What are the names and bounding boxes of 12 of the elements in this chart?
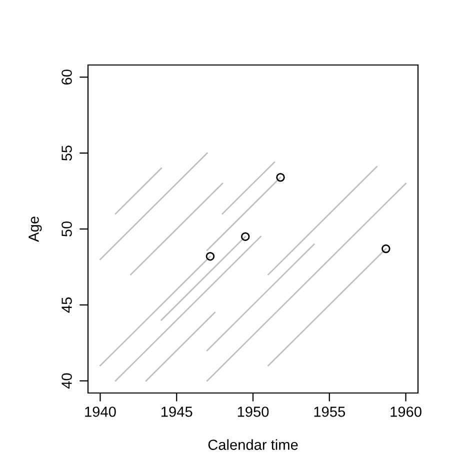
y-tick-label: 60 <box>62 70 72 85</box>
x-tick-label: 1950 <box>238 406 269 417</box>
y-tick-label: 55 <box>62 146 72 161</box>
y-axis-title: Age <box>28 216 42 242</box>
y-tick-label: 45 <box>62 297 72 313</box>
x-tick-label: 1955 <box>314 406 345 417</box>
x-tick-label: 1945 <box>162 406 192 417</box>
x-axis-title: Calendar time <box>208 439 298 450</box>
x-tick-label: 1940 <box>85 406 116 417</box>
x-tick-label: 1960 <box>390 406 422 417</box>
y-tick-label: 40 <box>62 373 72 389</box>
y-tick-label: 50 <box>62 221 72 237</box>
